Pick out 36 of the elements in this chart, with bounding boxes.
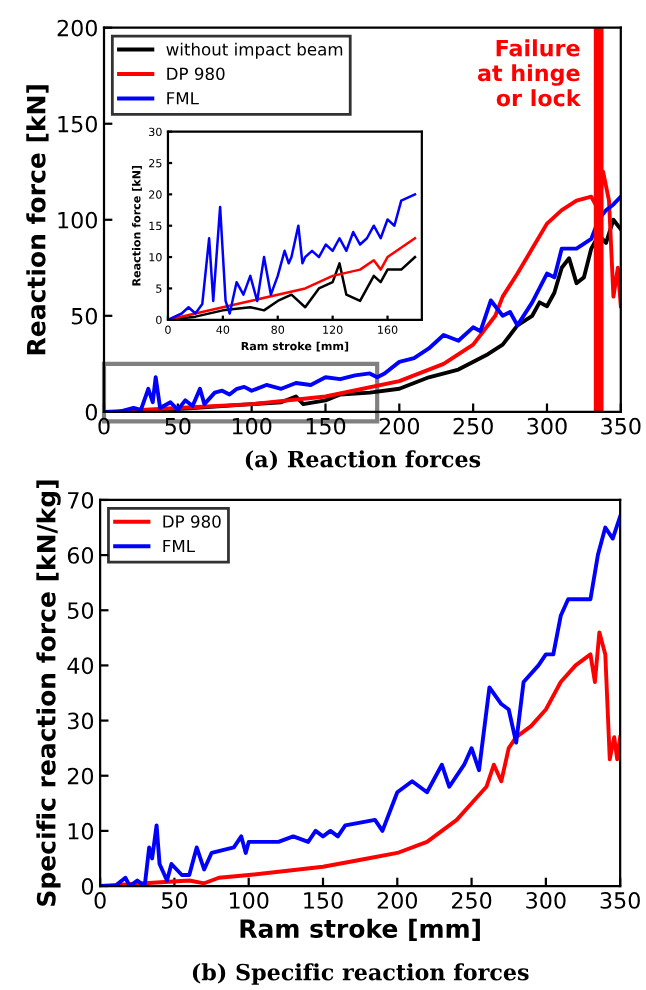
x-tick-label: 150	[306, 417, 346, 435]
legend-label: without impact beam	[166, 42, 343, 59]
x-tick-label: 100	[232, 417, 272, 435]
x-tick-label: 200	[379, 417, 420, 435]
x-tick-label: 100	[229, 892, 269, 909]
x-tick-label: 350	[601, 417, 641, 435]
y-tick-label: 40	[67, 657, 94, 675]
y-tick-label: 10	[68, 822, 94, 840]
x-tick-label: 0	[98, 417, 110, 435]
y-tick-label: 30	[67, 712, 94, 730]
y-tick-label: 60	[67, 547, 94, 564]
legend-label: DP 980	[163, 515, 221, 528]
y-tick-label: 20	[67, 767, 94, 785]
y-axis-title: Reaction force [kN]	[26, 85, 49, 355]
x-tick-label: 300	[527, 417, 567, 435]
y-axis-title: Specific reaction force [kN/kg]	[36, 480, 61, 906]
x-tick-label: 150	[304, 892, 343, 909]
x-tick-label: 300	[526, 892, 566, 909]
x-tick-label: 200	[377, 892, 418, 909]
y-tick-label: 70	[68, 491, 94, 509]
x-axis-title: Ram stroke [mm]	[240, 918, 480, 941]
y-tick-label: 150	[58, 115, 97, 133]
y-tick-label: 0	[85, 403, 97, 421]
x-tick-label: 250	[453, 417, 493, 435]
legend-label: FML	[163, 539, 195, 553]
y-tick-label: 50	[68, 602, 94, 620]
y-tick-label: 0	[81, 878, 94, 895]
ref-line-label: Failure at hinge or lock	[477, 39, 581, 107]
x-tick-label: 350	[600, 892, 640, 909]
legend-label: FML	[167, 92, 199, 105]
x-tick-label: 250	[452, 892, 492, 909]
text: (a) Reaction forces	[245, 450, 481, 471]
text: (b) Specific reaction forces	[192, 963, 529, 985]
y-tick-label: 100	[58, 211, 97, 229]
y-tick-label: 200	[57, 19, 97, 37]
legend-label: DP 980	[167, 67, 225, 81]
